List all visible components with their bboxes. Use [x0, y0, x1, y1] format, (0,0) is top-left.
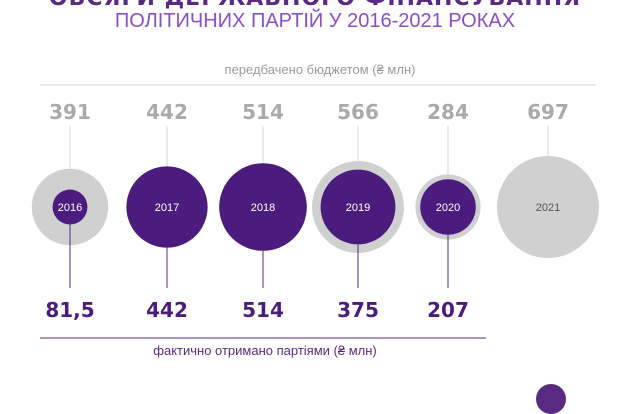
actual-value-2017: 442 [146, 298, 188, 322]
actual-bubble-2017 [126, 166, 208, 248]
actual-bubble-2020 [420, 179, 476, 235]
logo-icon [536, 384, 566, 414]
year-label-2018: 2018 [251, 202, 275, 214]
year-label-2020: 2020 [436, 202, 460, 214]
bubble-chart: 2016 391 81,5 2017 442 442 2018 514 514 2019 566 37… [31, 84, 599, 339]
actual-bubble-2016 [52, 189, 88, 225]
budget-bubble-2021 [497, 156, 599, 258]
budget-value-2019: 566 [337, 100, 379, 124]
budget-value-2018: 514 [242, 100, 284, 124]
actual-value-2019: 375 [337, 298, 379, 322]
budget-value-2017: 442 [146, 100, 188, 124]
year-label-2021: 2021 [536, 202, 560, 214]
actual-bubble-2019 [320, 169, 396, 245]
budget-value-2016: 391 [49, 100, 91, 124]
actual-bubble-2018 [219, 163, 307, 251]
budget-value-2020: 284 [427, 100, 469, 124]
year-label-2016: 2016 [58, 202, 82, 214]
actual-caption: фактично отримано партіями (₴ млн) [153, 343, 377, 358]
actual-value-2016: 81,5 [45, 298, 94, 322]
actual-value-2018: 514 [242, 298, 284, 322]
year-label-2017: 2017 [155, 202, 179, 214]
actual-value-2020: 207 [427, 298, 469, 322]
chart-title-line1: ОБСЯГИ ДЕРЖАВНОГО ФІНАНСУВАННЯ [0, 0, 630, 11]
budget-value-2021: 697 [527, 100, 569, 124]
chart-title-line2: ПОЛІТИЧНИХ ПАРТІЙ У 2016-2021 РОКАХ [114, 10, 516, 32]
budget-caption: передбачено бюджетом (₴ млн) [224, 62, 416, 77]
year-label-2019: 2019 [346, 202, 370, 214]
